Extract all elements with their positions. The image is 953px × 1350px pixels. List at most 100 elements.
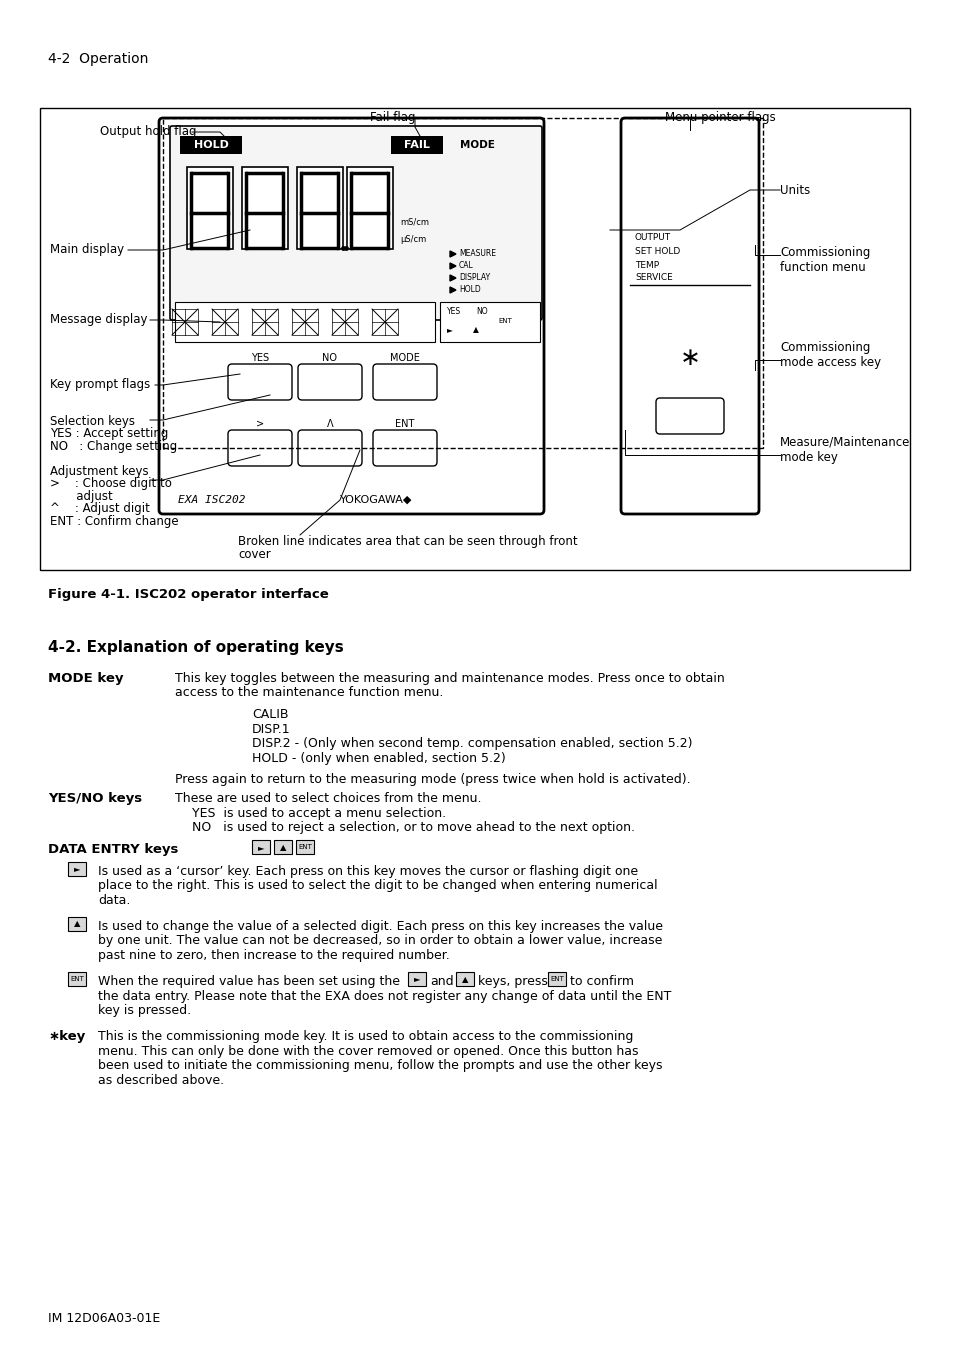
Polygon shape	[450, 263, 456, 269]
Text: CAL: CAL	[458, 262, 474, 270]
Bar	[295, 840, 314, 855]
Text: CALIB: CALIB	[252, 709, 288, 721]
Text: MODE: MODE	[459, 140, 495, 150]
Text: the data entry. Please note that the EXA does not register any change of data un: the data entry. Please note that the EXA…	[98, 990, 671, 1003]
Bar	[547, 972, 565, 986]
Bar	[163, 117, 762, 448]
Text: Units: Units	[780, 184, 809, 197]
Text: SET HOLD: SET HOLD	[635, 247, 679, 256]
FancyBboxPatch shape	[296, 167, 343, 248]
Text: Adjustment keys: Adjustment keys	[50, 464, 149, 478]
Text: YES: YES	[251, 352, 269, 363]
Text: YES: YES	[447, 308, 460, 316]
Text: Λ: Λ	[326, 418, 333, 429]
Text: been used to initiate the commissioning menu, follow the prompts and use the oth: been used to initiate the commissioning …	[98, 1060, 661, 1072]
Text: ▲: ▲	[473, 325, 478, 335]
Text: YES : Accept setting: YES : Accept setting	[50, 427, 168, 440]
Text: by one unit. The value can not be decreased, so in order to obtain a lower value: by one unit. The value can not be decrea…	[98, 934, 661, 948]
Text: ▲: ▲	[73, 919, 80, 929]
FancyBboxPatch shape	[373, 431, 436, 466]
Bar	[391, 136, 442, 154]
Text: FAIL: FAIL	[404, 140, 430, 150]
Text: Commissioning
function menu: Commissioning function menu	[780, 246, 869, 274]
Text: Key prompt flags: Key prompt flags	[50, 378, 150, 392]
Bar	[372, 309, 397, 335]
Text: Commissioning
mode access key: Commissioning mode access key	[780, 342, 881, 369]
Bar	[172, 309, 198, 335]
Text: Broken line indicates area that can be seen through front: Broken line indicates area that can be s…	[237, 535, 577, 548]
Bar	[180, 136, 242, 154]
Text: Selection keys: Selection keys	[50, 414, 135, 428]
Text: 4-2  Operation: 4-2 Operation	[48, 53, 149, 66]
Text: 4-2. Explanation of operating keys: 4-2. Explanation of operating keys	[48, 640, 343, 655]
Bar	[212, 309, 237, 335]
Text: ▲: ▲	[461, 975, 468, 984]
Text: past nine to zero, then increase to the required number.: past nine to zero, then increase to the …	[98, 949, 449, 963]
Bar	[252, 309, 277, 335]
Text: MODE: MODE	[390, 352, 419, 363]
Text: μS/cm: μS/cm	[399, 235, 426, 244]
Bar	[292, 309, 317, 335]
Bar	[274, 840, 292, 855]
Text: Fail flag: Fail flag	[370, 112, 416, 124]
Text: ►: ►	[447, 325, 453, 335]
Text: Measure/Maintenance
mode key: Measure/Maintenance mode key	[780, 436, 909, 464]
Text: HOLD - (only when enabled, section 5.2): HOLD - (only when enabled, section 5.2)	[252, 752, 505, 764]
Text: Press again to return to the measuring mode (press twice when hold is activated): Press again to return to the measuring m…	[174, 774, 690, 787]
FancyBboxPatch shape	[170, 126, 541, 320]
Bar	[408, 972, 426, 986]
Text: ENT: ENT	[550, 976, 563, 981]
Text: Is used as a ‘cursor’ key. Each press on this key moves the cursor or flashing d: Is used as a ‘cursor’ key. Each press on…	[98, 865, 638, 878]
FancyBboxPatch shape	[620, 117, 759, 514]
Text: cover: cover	[237, 548, 271, 562]
Text: ENT: ENT	[497, 319, 512, 324]
Text: ENT: ENT	[395, 418, 415, 429]
Text: ENT : Confirm change: ENT : Confirm change	[50, 514, 178, 528]
Text: ∗: ∗	[679, 346, 700, 370]
FancyBboxPatch shape	[297, 364, 361, 400]
Bar	[252, 840, 270, 855]
Bar	[439, 302, 539, 342]
Text: HOLD: HOLD	[458, 285, 480, 294]
Text: DISPLAY: DISPLAY	[458, 274, 490, 282]
Text: menu. This can only be done with the cover removed or opened. Once this button h: menu. This can only be done with the cov…	[98, 1045, 638, 1057]
Text: HOLD: HOLD	[193, 140, 228, 150]
Bar	[68, 917, 86, 932]
Text: OUTPUT: OUTPUT	[635, 232, 670, 242]
Text: ENT: ENT	[297, 844, 312, 850]
Text: Figure 4-1. ISC202 operator interface: Figure 4-1. ISC202 operator interface	[48, 589, 329, 601]
Text: NO   : Change setting: NO : Change setting	[50, 440, 177, 454]
Text: adjust: adjust	[50, 490, 112, 504]
Text: Menu pointer flags: Menu pointer flags	[664, 112, 775, 124]
Text: YES  is used to accept a menu selection.: YES is used to accept a menu selection.	[192, 807, 446, 819]
Text: IM 12D06A03-01E: IM 12D06A03-01E	[48, 1312, 160, 1324]
FancyBboxPatch shape	[159, 117, 543, 514]
Text: ^    : Adjust digit: ^ : Adjust digit	[50, 502, 150, 514]
Text: data.: data.	[98, 894, 131, 907]
Text: ENT: ENT	[70, 976, 84, 981]
Text: DISP.2 - (Only when second temp. compensation enabled, section 5.2): DISP.2 - (Only when second temp. compens…	[252, 737, 692, 751]
Text: ►: ►	[414, 975, 420, 984]
FancyBboxPatch shape	[347, 167, 393, 248]
Text: keys, press: keys, press	[477, 975, 547, 988]
Polygon shape	[450, 275, 456, 281]
Text: These are used to select choices from the menu.: These are used to select choices from th…	[174, 792, 481, 806]
Bar	[68, 972, 86, 986]
Bar	[456, 972, 474, 986]
Bar	[68, 861, 86, 876]
FancyBboxPatch shape	[187, 167, 233, 248]
Text: >: >	[255, 418, 264, 429]
Text: >    : Choose digit to: > : Choose digit to	[50, 477, 172, 490]
Text: YOKOGAWA◆: YOKOGAWA◆	[339, 495, 412, 505]
Text: key is pressed.: key is pressed.	[98, 1004, 191, 1017]
Text: EXA ISC202: EXA ISC202	[178, 495, 245, 505]
Text: Is used to change the value of a selected digit. Each press on this key increase: Is used to change the value of a selecte…	[98, 919, 662, 933]
Bar	[332, 309, 357, 335]
Text: MODE key: MODE key	[48, 672, 123, 684]
Text: Output hold flag: Output hold flag	[100, 126, 196, 139]
Text: ▲: ▲	[279, 842, 286, 852]
Text: YES/NO keys: YES/NO keys	[48, 792, 142, 806]
Text: as described above.: as described above.	[98, 1073, 224, 1087]
Text: NO: NO	[322, 352, 337, 363]
Text: Main display: Main display	[50, 243, 124, 256]
